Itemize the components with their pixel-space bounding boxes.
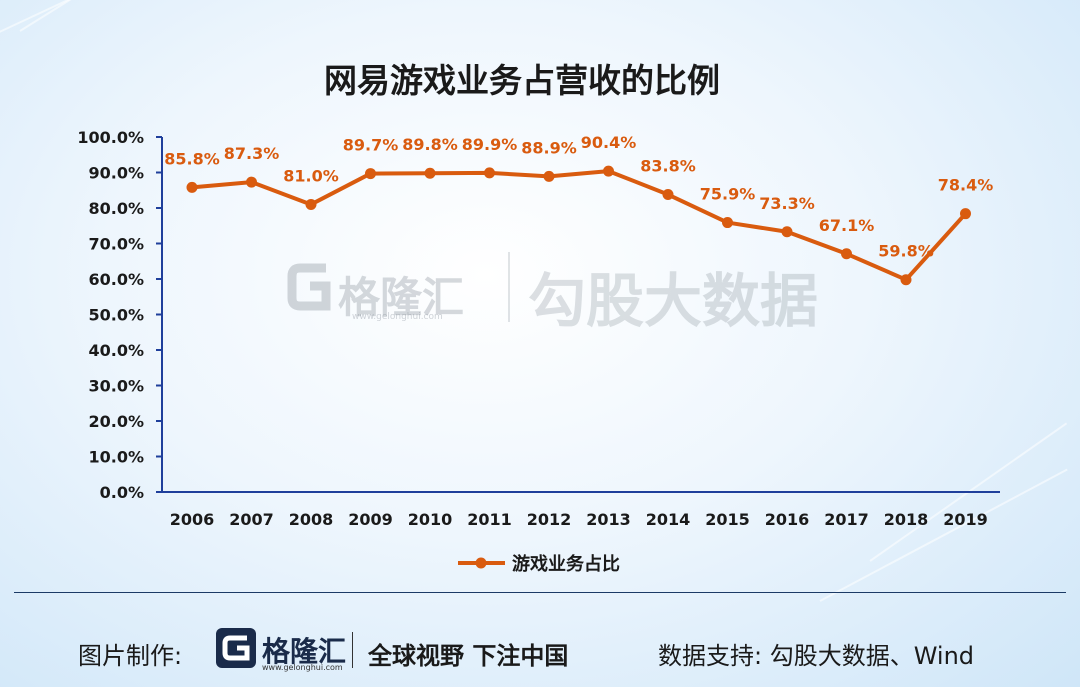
y-tick-label: 60.0% <box>88 270 144 289</box>
x-tick-label: 2007 <box>229 510 274 529</box>
legend-marker <box>475 557 487 569</box>
data-label: 90.4% <box>581 133 637 152</box>
footer-brand-url: www.gelonghui.com <box>262 663 343 672</box>
data-point <box>722 217 733 229</box>
data-point <box>305 198 317 210</box>
data-point <box>484 167 495 179</box>
x-tick-label: 2008 <box>289 510 334 529</box>
data-point <box>603 165 614 177</box>
y-tick-label: 20.0% <box>88 412 144 431</box>
x-tick-label: 2014 <box>646 510 691 529</box>
y-tick-label: 50.0% <box>88 306 144 325</box>
data-point <box>543 170 555 182</box>
data-label: 75.9% <box>700 185 756 204</box>
data-label: 83.8% <box>640 157 696 176</box>
y-tick-label: 90.0% <box>88 164 144 183</box>
data-label: 59.8% <box>878 242 934 261</box>
data-label: 81.0% <box>283 166 339 185</box>
x-tick-label: 2010 <box>408 510 453 529</box>
data-label: 87.3% <box>224 144 280 163</box>
data-point <box>900 274 912 286</box>
footer-slogan: 全球视野 下注中国 <box>368 642 569 670</box>
footer: 图片制作: 格隆汇 www.gelonghui.com 全球视野 下注中国 数据… <box>0 626 1080 674</box>
y-tick-label: 10.0% <box>88 448 144 467</box>
y-tick-label: 0.0% <box>100 483 144 502</box>
data-point <box>246 176 257 188</box>
data-label: 88.9% <box>521 138 577 157</box>
gelonghui-logo-icon <box>216 628 256 668</box>
made-by-label: 图片制作: <box>78 642 183 670</box>
data-point <box>960 208 971 220</box>
x-tick-label: 2017 <box>824 510 869 529</box>
data-label: 67.1% <box>819 216 875 235</box>
data-label: 85.8% <box>164 149 220 168</box>
y-tick-label: 30.0% <box>88 377 144 396</box>
x-tick-label: 2015 <box>705 510 750 529</box>
data-point <box>186 181 198 193</box>
data-label: 73.3% <box>759 194 815 213</box>
x-tick-label: 2011 <box>467 510 512 529</box>
y-tick-label: 100.0% <box>77 128 144 147</box>
legend-label: 游戏业务占比 <box>512 553 620 575</box>
footer-brand: 格隆汇 <box>262 635 347 668</box>
x-tick-label: 2009 <box>348 510 393 529</box>
footer-divider <box>14 592 1066 593</box>
chart-title: 网易游戏业务占营收的比例 <box>324 61 720 100</box>
x-tick-label: 2018 <box>884 510 929 529</box>
data-point <box>841 248 852 260</box>
y-tick-label: 80.0% <box>88 199 144 218</box>
x-tick-label: 2006 <box>170 510 215 529</box>
data-point <box>365 168 376 180</box>
data-point <box>781 226 793 238</box>
x-tick-label: 2013 <box>586 510 631 529</box>
x-tick-label: 2012 <box>527 510 572 529</box>
footer-separator <box>352 632 353 668</box>
data-label: 89.9% <box>462 135 518 154</box>
x-tick-label: 2016 <box>765 510 810 529</box>
data-label: 89.8% <box>402 135 458 154</box>
data-source: 数据支持: 勾股大数据、Wind <box>658 642 975 670</box>
y-tick-label: 40.0% <box>88 341 144 360</box>
chart: 网易游戏业务占营收的比例 0.0% 10.0% 20.0% 30.0% 40.0% 50.0… <box>77 61 1000 575</box>
series-line <box>191 169 967 282</box>
data-label: 78.4% <box>938 176 994 195</box>
data-point <box>662 189 674 201</box>
x-tick-label: 2019 <box>943 510 988 529</box>
y-tick-label: 70.0% <box>88 235 144 254</box>
data-label: 89.7% <box>343 136 399 155</box>
data-point <box>424 167 436 179</box>
